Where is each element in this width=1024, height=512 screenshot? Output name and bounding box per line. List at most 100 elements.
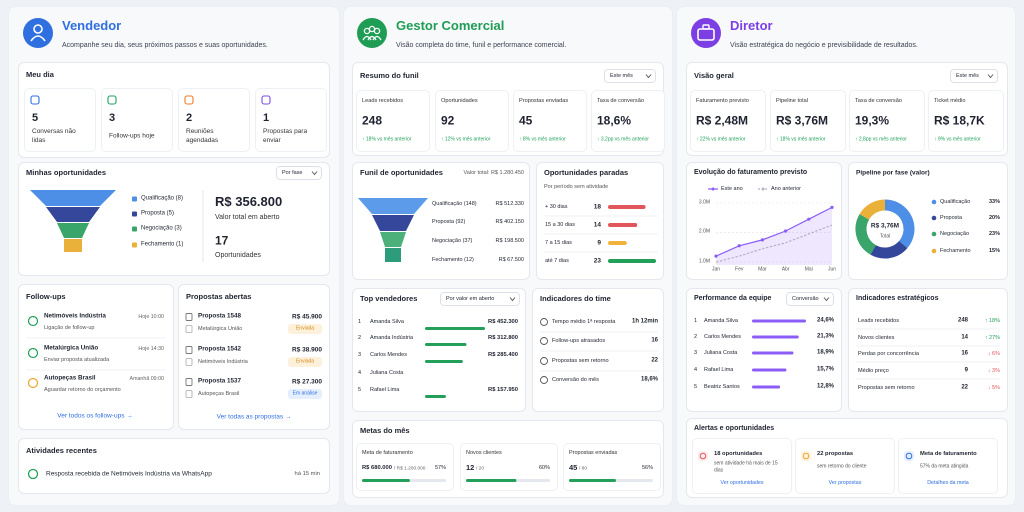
kpi-delta: ↑ 18% vs mês anterior xyxy=(362,136,412,143)
card-title: Atividades recentes xyxy=(26,445,97,455)
card xyxy=(18,162,330,276)
link[interactable]: Ver todos os follow-ups → xyxy=(57,412,133,420)
x-tick-label: Mai xyxy=(804,266,813,273)
label: Conversão do mês xyxy=(552,376,599,383)
filter-label[interactable]: Por valor em aberto xyxy=(446,295,495,302)
card-title: Follow-ups xyxy=(26,291,66,301)
x-tick-label: Abr xyxy=(781,266,790,273)
goal-card xyxy=(460,443,558,491)
card-title: Top vendedores xyxy=(360,293,418,303)
label: 16 xyxy=(651,337,658,344)
item-icon xyxy=(540,376,548,384)
stat-value: 1 xyxy=(263,111,270,124)
alert-icon xyxy=(905,452,913,460)
donut-segment xyxy=(870,240,908,259)
alert-icon xyxy=(802,452,810,460)
link[interactable]: Ver oportunidades xyxy=(720,480,764,487)
chevron xyxy=(645,74,652,79)
alert-card xyxy=(692,438,792,494)
filter-label[interactable]: Por fase xyxy=(282,169,303,176)
status: Em análise xyxy=(292,390,318,397)
label: R$ 680.000 xyxy=(362,464,392,471)
filter-dropdown[interactable] xyxy=(440,292,520,306)
kpi-delta: ↑ 9% vs mês anterior xyxy=(934,136,981,143)
label: sem atividade há mais de 15 dias xyxy=(714,460,778,473)
label: 1 xyxy=(694,317,698,324)
role-icon xyxy=(30,35,46,42)
role-subtitle: Acompanhe seu dia, seus próximos passos … xyxy=(62,42,268,50)
label: Total xyxy=(879,233,891,240)
label: Faturamento previsto xyxy=(696,97,749,104)
role-title: Gestor Comercial xyxy=(396,17,505,33)
label: há 15 min xyxy=(294,470,320,477)
role-title: Diretor xyxy=(730,17,773,33)
label: 18,6% xyxy=(640,376,658,383)
link[interactable]: Detalhes da meta xyxy=(927,480,969,487)
item-icon xyxy=(540,318,548,326)
label: 4 xyxy=(694,366,698,373)
filter-dropdown[interactable] xyxy=(604,69,656,83)
label: 60% xyxy=(538,464,550,471)
label: R$ 512.330 xyxy=(495,200,524,207)
legend-swatch xyxy=(132,242,137,248)
filter-label[interactable]: Este mês xyxy=(610,72,633,79)
link[interactable]: Ver propostas xyxy=(828,480,862,487)
value-label: 18,9% xyxy=(816,349,834,356)
label: Aguardar retorno do orçamento xyxy=(44,386,121,393)
card-title: Funil de oportunidades xyxy=(360,167,443,177)
label: / R$ 1.200.000 xyxy=(394,465,426,471)
bar xyxy=(608,241,627,245)
funnel-stage xyxy=(385,248,401,262)
label: 3 xyxy=(358,351,362,358)
label: Metalúrgica União xyxy=(44,344,99,352)
bar xyxy=(608,259,656,263)
item-icon xyxy=(540,357,548,365)
point xyxy=(714,254,718,258)
label: Proposta 1537 xyxy=(198,377,242,385)
label: 57% xyxy=(434,464,446,471)
item-icon xyxy=(27,468,39,480)
status: Enviada xyxy=(295,358,315,365)
label: R$ 3,76M xyxy=(870,222,900,230)
filter-dropdown[interactable] xyxy=(950,69,998,83)
kpi-value: 92 xyxy=(441,113,455,128)
filter-dropdown[interactable] xyxy=(276,166,322,180)
count: 9 xyxy=(597,239,601,247)
kpi-value: R$ 18,7K xyxy=(934,113,985,128)
card-title: Evolução do faturamento previsto xyxy=(694,169,808,177)
filter-label[interactable]: Conversão xyxy=(792,295,819,302)
x-tick-label: Fev xyxy=(735,266,744,273)
label: Enviar proposta atualizada xyxy=(44,356,110,363)
label: Taxa de conversão xyxy=(597,97,644,104)
label: R$ 312.800 xyxy=(488,334,518,341)
stat-card xyxy=(178,88,250,152)
filter-dropdown[interactable] xyxy=(786,292,834,306)
card xyxy=(178,284,330,430)
label: Proposta 1548 xyxy=(198,312,242,320)
bar xyxy=(425,360,463,363)
kpi-delta: ↑ 22% vs mês anterior xyxy=(696,136,746,143)
label: Amanhã 09:00 xyxy=(129,376,164,383)
bar xyxy=(425,327,485,330)
link[interactable]: Ver todas as propostas → xyxy=(216,413,292,421)
stat-value: 2 xyxy=(186,111,193,124)
stat-label: Follow-ups hoje xyxy=(109,132,155,140)
card-title: Indicadores estratégicos xyxy=(856,295,939,303)
kpi-card xyxy=(849,90,925,152)
x-tick-label: Jun xyxy=(827,266,837,273)
legend-label: Ano anterior xyxy=(771,185,801,192)
label: + 30 dias xyxy=(545,203,568,210)
kpi-value: 19,3% xyxy=(855,113,890,128)
filter-label[interactable]: Este mês xyxy=(956,72,979,79)
label: 56% xyxy=(641,464,653,471)
card xyxy=(848,162,1008,280)
alert-icon xyxy=(699,452,707,460)
label: 12 xyxy=(466,462,475,472)
kpi-delta: ↑ 3,2pp vs mês anterior xyxy=(597,136,649,143)
legend-label: Este ano xyxy=(721,185,743,192)
label: 2 xyxy=(358,334,362,341)
count: 14 xyxy=(593,221,601,229)
label: Novos clientes xyxy=(858,334,895,341)
